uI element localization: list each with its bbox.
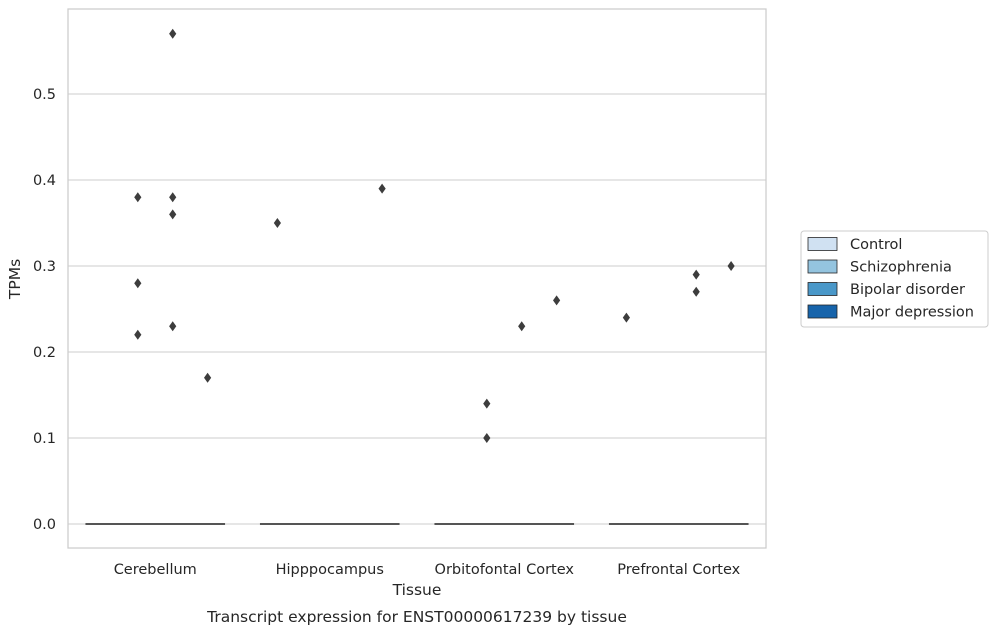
- outlier-point: [273, 218, 281, 228]
- y-tick-label: 0.3: [33, 259, 56, 275]
- legend-swatch: [807, 304, 838, 319]
- outlier-points: [134, 28, 735, 443]
- outlier-point: [518, 321, 526, 332]
- y-tick-label: 0.4: [33, 173, 56, 189]
- x-axis-title: Tissue: [392, 581, 442, 599]
- outlier-point: [204, 372, 212, 383]
- outlier-point: [483, 398, 491, 409]
- y-axis-title: TPMs: [6, 259, 24, 300]
- y-tick-label: 0.0: [33, 517, 56, 533]
- legend-swatch: [807, 259, 838, 274]
- outlier-point: [134, 192, 142, 203]
- y-tick-label: 0.1: [33, 431, 56, 447]
- legend-swatch: [807, 237, 838, 251]
- outlier-point: [692, 286, 700, 297]
- y-tick-label: 0.2: [33, 345, 56, 361]
- gridlines: [68, 93, 766, 525]
- legend-label: Schizophrenia: [850, 260, 952, 276]
- legend-swatch: [807, 282, 838, 296]
- outlier-point: [553, 295, 561, 306]
- legend-label: Major depression: [850, 305, 974, 321]
- outlier-point: [169, 209, 177, 220]
- legend-frame: [800, 230, 989, 328]
- plot-area-frame: [67, 8, 767, 549]
- legend: Control Schizophrenia Bipolar disorder Majo…: [800, 230, 989, 328]
- x-tick-label: Cerebellum: [114, 562, 197, 578]
- x-tick-labels: Cerebellum Hipppocampus Orbitofontal Corte…: [114, 562, 741, 578]
- outlier-point: [169, 28, 177, 39]
- x-tick-label: Orbitofontal Cortex: [435, 562, 575, 578]
- y-tick-label: 0.5: [33, 87, 56, 103]
- outlier-point: [169, 192, 177, 203]
- x-tick-label: Prefrontal Cortex: [617, 562, 740, 578]
- outlier-point: [378, 183, 386, 194]
- outlier-point: [692, 269, 700, 280]
- y-tick-labels: 0.0 0.1 0.2 0.3 0.4 0.5: [33, 87, 56, 533]
- outlier-point: [622, 312, 630, 323]
- outlier-point: [483, 433, 491, 443]
- legend-label: Control: [850, 237, 902, 253]
- outlier-point: [169, 321, 177, 332]
- x-tick-label: Hipppocampus: [276, 562, 384, 578]
- legend-label: Bipolar disorder: [850, 282, 965, 298]
- outlier-point: [727, 261, 735, 271]
- outlier-point: [134, 329, 142, 340]
- chart-caption: Transcript expression for ENST0000061723…: [206, 608, 627, 626]
- outlier-point: [134, 278, 142, 289]
